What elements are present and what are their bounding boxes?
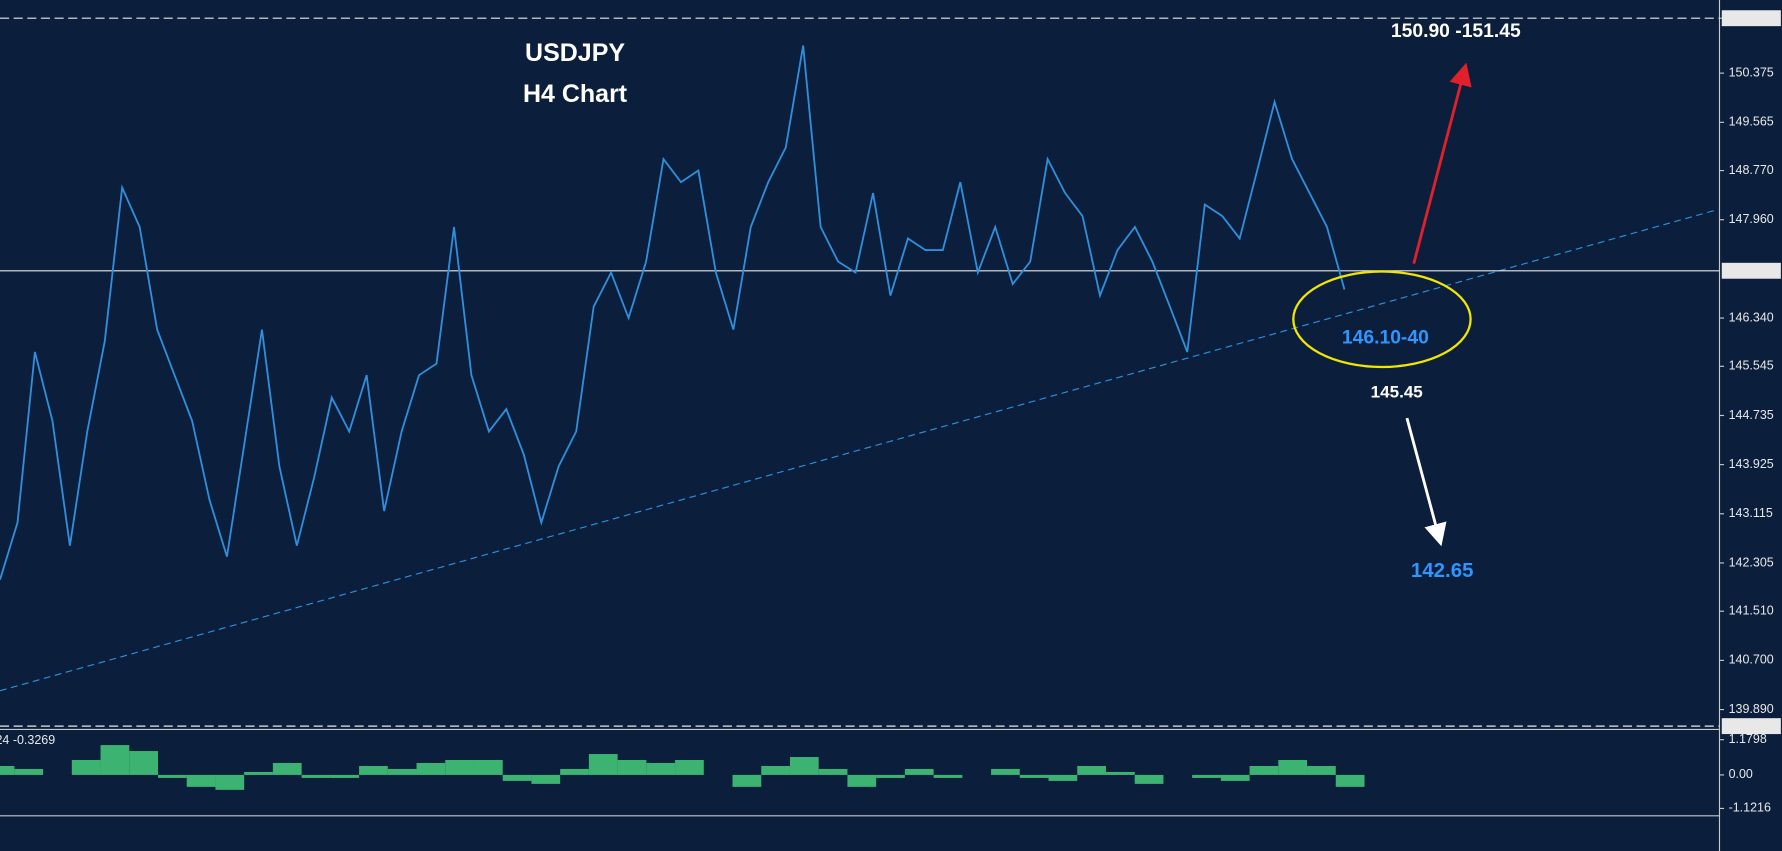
y-tick-label: 144.735 xyxy=(1729,408,1774,422)
histogram-bar xyxy=(502,774,532,781)
histogram-bar xyxy=(1192,774,1221,778)
histogram-bar xyxy=(129,751,158,775)
price-label: 147.119 xyxy=(1725,263,1769,277)
price-label: 139.617 xyxy=(1725,718,1770,732)
indicator-label: 24 -0.3269 xyxy=(0,733,55,747)
arrow-down xyxy=(1405,417,1447,547)
histogram-bar xyxy=(0,765,15,775)
histogram-bar xyxy=(416,762,446,775)
histogram-bar xyxy=(100,745,130,775)
histogram-bar xyxy=(71,760,101,775)
histogram-bar xyxy=(157,774,187,778)
histogram-bar xyxy=(387,768,417,775)
histogram-bar xyxy=(789,757,819,775)
histogram-bar xyxy=(272,762,302,775)
y-tick-label: 143.115 xyxy=(1729,506,1773,520)
histogram-bar xyxy=(904,768,934,775)
price-box xyxy=(1721,10,1781,27)
annotation: 146.10-40 xyxy=(1342,328,1429,349)
histogram-bar xyxy=(244,771,273,775)
y-tick-label: 139.890 xyxy=(1729,702,1774,716)
y-tick-label: 143.925 xyxy=(1729,457,1774,471)
histogram-bar xyxy=(1134,774,1164,784)
histogram-bar xyxy=(732,774,762,787)
histogram-bar xyxy=(1307,765,1336,775)
histogram-bar xyxy=(1335,774,1365,787)
annotation: 150.90 -151.45 xyxy=(1391,21,1521,42)
histogram-bar xyxy=(560,768,589,775)
histogram-bar xyxy=(1048,774,1078,781)
histogram-bar xyxy=(1220,774,1250,781)
y-tick-label: 145.545 xyxy=(1729,359,1774,373)
histogram-bar xyxy=(933,774,963,778)
histogram-bar xyxy=(1077,765,1106,775)
histogram-bar xyxy=(473,760,503,775)
histogram-bar xyxy=(1278,760,1308,775)
histogram-bar xyxy=(14,768,44,775)
price-label: 151.280 xyxy=(1725,11,1770,25)
histogram-bar xyxy=(617,760,647,775)
y-tick-label: 1.1798 xyxy=(1729,732,1767,746)
histogram-bar xyxy=(761,765,790,775)
histogram-bar xyxy=(1105,771,1135,775)
y-tick-label: 140.700 xyxy=(1729,653,1774,667)
highlight-ellipse xyxy=(1292,270,1472,369)
y-tick-label: 0.00 xyxy=(1729,767,1753,781)
chart-title: USDJPY xyxy=(525,39,625,67)
y-tick-label: 146.340 xyxy=(1729,310,1774,324)
price-line-series xyxy=(0,45,1346,580)
histogram-bar xyxy=(588,754,618,775)
histogram-bar xyxy=(330,774,360,778)
histogram-bar xyxy=(1019,774,1049,778)
price-box xyxy=(1721,262,1781,279)
histogram-bar xyxy=(646,762,676,775)
y-tick-label: 149.565 xyxy=(1729,115,1774,129)
histogram-bar xyxy=(359,765,388,775)
annotation: 145.45 xyxy=(1371,383,1423,402)
histogram-bar xyxy=(991,768,1020,775)
histogram-bar xyxy=(847,774,877,787)
histogram-bar xyxy=(186,774,216,787)
trendline xyxy=(0,209,1717,692)
annotation: 142.65 xyxy=(1411,559,1474,582)
y-tick-label: 141.510 xyxy=(1729,604,1774,618)
y-tick-label: 142.305 xyxy=(1729,555,1774,569)
y-tick-label: 147.960 xyxy=(1729,212,1774,226)
histogram-bar xyxy=(876,774,905,778)
histogram-bar xyxy=(1249,765,1279,775)
y-tick-label: 148.770 xyxy=(1729,163,1774,177)
histogram-bar xyxy=(675,760,704,775)
chart-subtitle: H4 Chart xyxy=(523,80,628,108)
histogram-bar xyxy=(531,774,561,784)
histogram-bar xyxy=(215,774,245,790)
arrow-up xyxy=(1412,62,1472,264)
histogram-bar xyxy=(301,774,331,778)
y-tick-label: 150.375 xyxy=(1729,65,1774,79)
y-tick-label: -1.1216 xyxy=(1729,801,1771,815)
histogram-bar xyxy=(818,768,848,775)
histogram-bar xyxy=(445,760,474,775)
price-box xyxy=(1721,718,1781,735)
